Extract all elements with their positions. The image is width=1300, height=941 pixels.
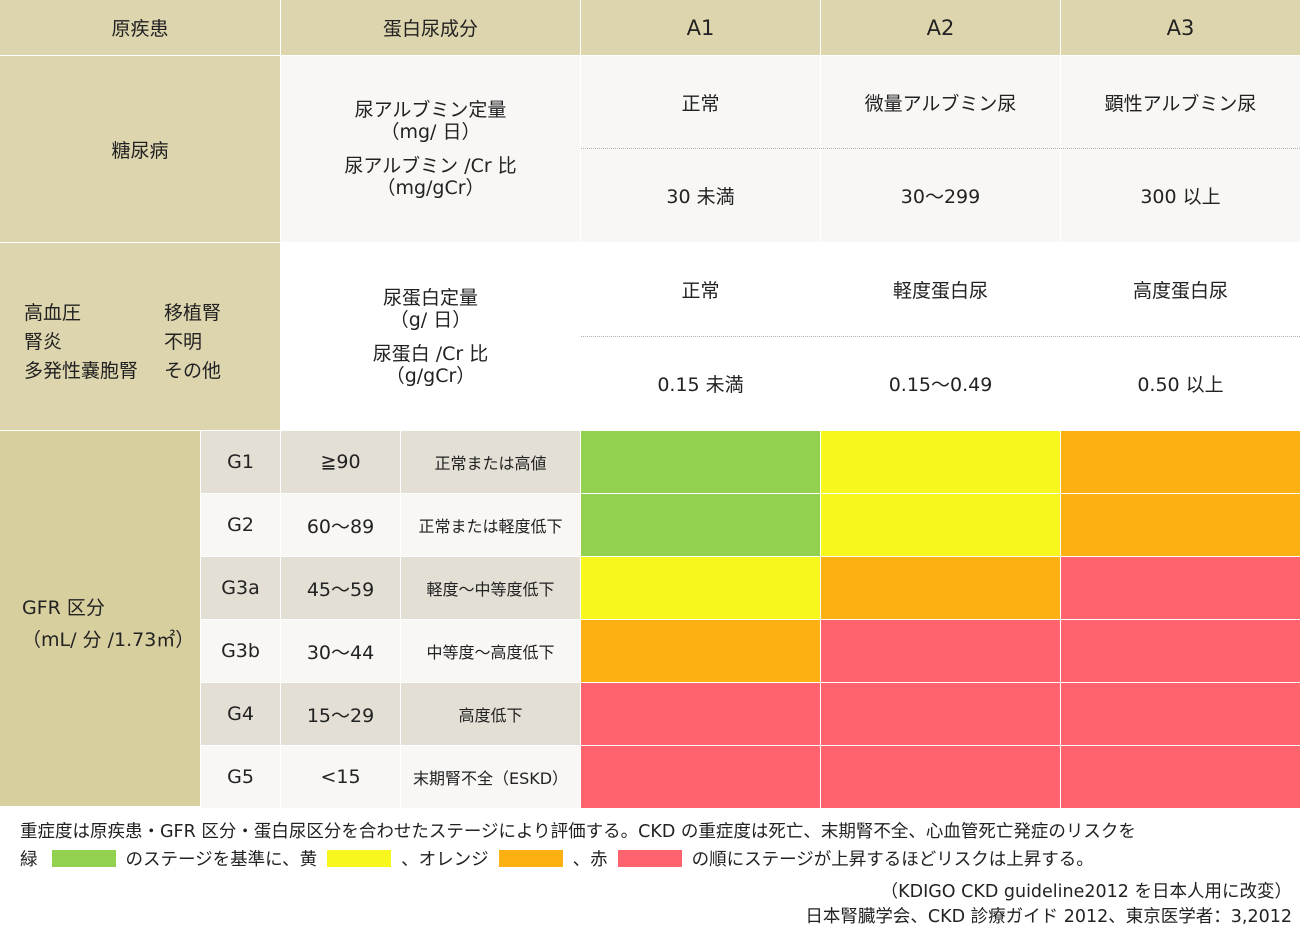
other-a2-label: 軽度蛋白尿: [821, 243, 1060, 336]
gfr-desc: 軽度～中等度低下: [426, 580, 555, 599]
source-line1: （KDIGO CKD guideline2012 を日本人用に改変）: [880, 882, 1292, 902]
header-a2: A2: [821, 0, 1060, 55]
risk-cell-yellow: [821, 431, 1060, 493]
other-diseases-right: 移植腎 不明 その他: [164, 302, 222, 382]
gfr-desc: 正常または軽度低下: [418, 517, 563, 536]
other-a3-value: 0.50 以上: [1061, 337, 1300, 430]
gfr-desc-cell: 末期腎不全（ESKD）: [401, 746, 580, 808]
risk-cell-green: [581, 494, 820, 556]
gfr-grade-cell: G4: [201, 683, 280, 745]
gfr-grade-cell: G5: [201, 746, 280, 808]
other-a1-value: 0.15 未満: [581, 337, 820, 430]
gfr-grade-cell: G2: [201, 494, 280, 556]
diabetes-label: 糖尿病: [0, 56, 280, 242]
grid-hline: [0, 242, 1300, 243]
source-line2: 日本腎臓学会、CKD 診療ガイド 2012、東京医学者：3,2012: [805, 907, 1292, 927]
risk-cell-red: [581, 746, 820, 808]
gfr-grade-cell: G3a: [201, 557, 280, 619]
diabetes-a3-label: 顕性アルブミン尿: [1061, 56, 1300, 148]
risk-cell-yellow: [581, 557, 820, 619]
gfr-desc: 末期腎不全（ESKD）: [412, 769, 569, 788]
gfr-range-cell: 30～44: [281, 620, 400, 682]
gfr-desc: 正常または高値: [434, 454, 547, 473]
grid-vline: [820, 0, 821, 806]
gfr-range-cell: ≧90: [281, 431, 400, 493]
yellow-swatch: [327, 850, 392, 867]
gfr-range-cell: <15: [281, 746, 400, 808]
risk-cell-red: [1061, 746, 1300, 808]
grid-hline: [0, 55, 1300, 56]
gfr-range: <15: [320, 766, 361, 788]
risk-cell-red: [1061, 683, 1300, 745]
other-a1-label: 正常: [581, 243, 820, 336]
gfr-grade: G3b: [221, 640, 260, 662]
header-a3: A3: [1061, 0, 1300, 55]
risk-cell-orange: [581, 620, 820, 682]
risk-cell-red: [1061, 557, 1300, 619]
grid-vline: [1060, 0, 1061, 806]
gfr-grade: G4: [227, 703, 254, 725]
other-a3-label: 高度蛋白尿: [1061, 243, 1300, 336]
grid-vline: [280, 0, 281, 430]
diabetes-measure-text: 尿アルブミン定量 （mg/ 日） 尿アルブミン /Cr 比 （mg/gCr）: [344, 99, 517, 199]
diabetes-dotted-divider: [581, 148, 1300, 149]
gfr-range: 30～44: [306, 641, 375, 664]
gfr-desc-cell: 高度低下: [401, 683, 580, 745]
gfr-label: GFR 区分 （mL/ 分 /1.73㎡）: [22, 597, 195, 651]
gfr-grade: G2: [227, 514, 254, 536]
gfr-range: 45～59: [306, 578, 375, 601]
footnote-line1: 重症度は原疾患・GFR 区分・蛋白尿区分を合わせたステージにより評価する。CKD…: [20, 822, 1136, 842]
gfr-range-cell: 60～89: [281, 494, 400, 556]
risk-cell-orange: [821, 557, 1060, 619]
risk-cell-orange: [1061, 494, 1300, 556]
gfr-label-cell: [0, 431, 200, 806]
gfr-range-cell: 15～29: [281, 683, 400, 745]
gfr-desc-cell: 軽度～中等度低下: [401, 557, 580, 619]
diabetes-a2-value: 30～299: [821, 149, 1060, 242]
gfr-grade-cell: G3b: [201, 620, 280, 682]
gfr-grade: G5: [227, 766, 254, 788]
gfr-desc: 中等度～高度低下: [426, 643, 555, 662]
diabetes-a1-value: 30 未満: [581, 149, 820, 242]
risk-cell-yellow: [821, 494, 1060, 556]
gfr-range: ≧90: [320, 451, 361, 473]
grid-vline: [580, 0, 581, 806]
header-a1: A1: [581, 0, 820, 55]
risk-cell-red: [581, 683, 820, 745]
gfr-range: 60～89: [306, 515, 375, 538]
risk-cell-red: [821, 746, 1060, 808]
gfr-grade: G3a: [221, 577, 260, 599]
header-disease: 原疾患: [0, 0, 280, 55]
other-measures: 尿蛋白定量 （g/ 日） 尿蛋白 /Cr 比 （g/gCr）: [281, 243, 580, 430]
other-a2-value: 0.15～0.49: [821, 337, 1060, 430]
gfr-desc-cell: 正常または軽度低下: [401, 494, 580, 556]
gfr-range: 15～29: [306, 704, 375, 727]
other-diseases-left: 高血圧 腎炎 多発性嚢胞腎: [24, 302, 139, 382]
gfr-desc-cell: 中等度～高度低下: [401, 620, 580, 682]
orange-swatch: [498, 850, 563, 867]
gfr-desc-cell: 正常または高値: [401, 431, 580, 493]
gfr-grade: G1: [227, 451, 254, 473]
gfr-range-cell: 45～59: [281, 557, 400, 619]
footnote-line2: 緑のステージを基準に、黄 、オレンジ 、赤 の順にステージが上昇するほどリスクは上昇す…: [20, 850, 1094, 870]
green-swatch: [51, 850, 116, 867]
other-measure-text: 尿蛋白定量 （g/ 日） 尿蛋白 /Cr 比 （g/gCr）: [372, 286, 489, 387]
header-protein-category: 蛋白尿成分: [281, 0, 580, 55]
red-swatch: [617, 850, 682, 867]
grid-hline: [0, 430, 1300, 431]
diabetes-a2-label: 微量アルブミン尿: [821, 56, 1060, 148]
risk-cell-red: [821, 683, 1060, 745]
gfr-desc: 高度低下: [458, 706, 523, 725]
other-dotted-divider: [581, 336, 1300, 337]
diabetes-a1-label: 正常: [581, 56, 820, 148]
risk-cell-green: [581, 431, 820, 493]
diabetes-a3-value: 300 以上: [1061, 149, 1300, 242]
other-diseases-cell: [0, 243, 280, 430]
risk-cell-red: [821, 620, 1060, 682]
gfr-grade-cell: G1: [201, 431, 280, 493]
diabetes-measures: 尿アルブミン定量 （mg/ 日） 尿アルブミン /Cr 比 （mg/gCr）: [281, 56, 580, 242]
risk-cell-orange: [1061, 431, 1300, 493]
risk-cell-red: [1061, 620, 1300, 682]
